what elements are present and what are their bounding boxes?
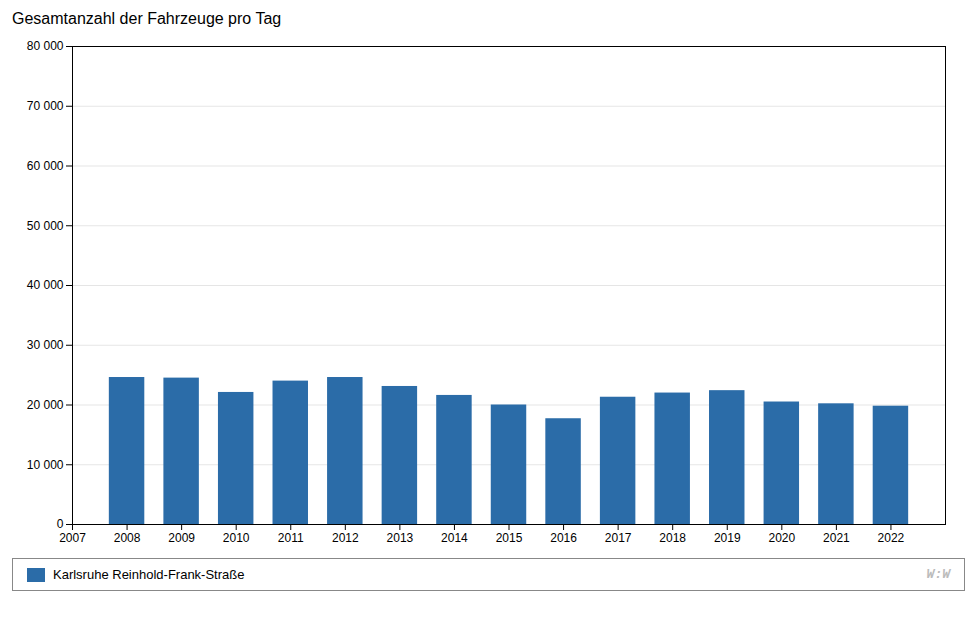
svg-text:2021: 2021 [823,531,850,545]
svg-text:2011: 2011 [278,531,304,545]
html-text:Gesamtanzahl der Fahrzeuge pro: Gesamtanzahl der Fahrzeuge pro Tag [12,10,282,27]
html-text:W:W: W:W [926,567,950,582]
svg-text:2016: 2016 [550,531,577,545]
svg-text:0: 0 [57,517,64,531]
svg-text:2022: 2022 [878,531,905,545]
svg-text:30 000: 30 000 [27,338,64,352]
svg-text:10 000: 10 000 [27,458,64,472]
svg-text:50 000: 50 000 [27,219,64,233]
svg-text:2012: 2012 [332,531,359,545]
html-text:Karlsruhe Reinhold-Frank-Straß: Karlsruhe Reinhold-Frank-Straße [53,567,245,582]
svg-text:60 000: 60 000 [27,159,64,173]
svg-text:2010: 2010 [223,531,250,545]
svg-text:2009: 2009 [168,531,195,545]
svg-text:2020: 2020 [768,531,795,545]
svg-text:40 000: 40 000 [27,278,64,292]
svg-text:2015: 2015 [496,531,523,545]
svg-text:2013: 2013 [387,531,414,545]
svg-text:2007: 2007 [59,531,86,545]
svg-text:70 000: 70 000 [27,99,64,113]
svg-text:2019: 2019 [714,531,741,545]
svg-text:80 000: 80 000 [27,39,64,53]
svg-text:20 000: 20 000 [27,398,64,412]
svg-text:2017: 2017 [605,531,632,545]
svg-text:2014: 2014 [441,531,468,545]
svg-text:2018: 2018 [659,531,686,545]
svg-text:2008: 2008 [114,531,141,545]
